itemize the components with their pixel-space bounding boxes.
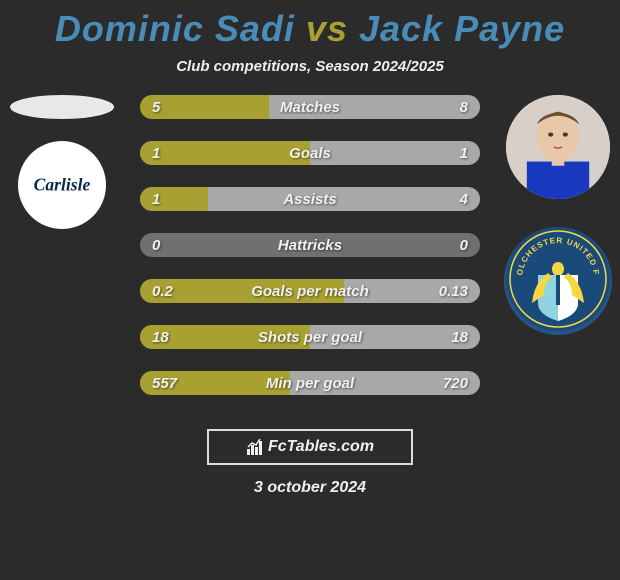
- bar-label: Shots per goal: [258, 329, 362, 346]
- bar-row: 0 Hattricks 0: [140, 233, 480, 257]
- bar-right-value: 18: [451, 329, 468, 346]
- footer-logo: FcTables.com: [207, 429, 413, 465]
- bar-label: Hattricks: [278, 237, 342, 254]
- subtitle: Club competitions, Season 2024/2025: [0, 58, 620, 75]
- bar-label: Goals per match: [251, 283, 369, 300]
- svg-text:Carlisle: Carlisle: [34, 174, 91, 194]
- bar-right-value: 0.13: [439, 283, 468, 300]
- bar-row: 0.2 Goals per match 0.13: [140, 279, 480, 303]
- comparison-bars: 5 Matches 8 1 Goals 1 1 Assists 4 0 Hattricks 0 0.2 G…: [140, 95, 480, 417]
- bar-label: Matches: [280, 99, 340, 116]
- bar-row: 5 Matches 8: [140, 95, 480, 119]
- bar-right-value: 1: [460, 145, 468, 162]
- left-column: Carlisle: [8, 95, 116, 229]
- footer-date: 3 october 2024: [0, 479, 620, 497]
- page-title: Dominic Sadi vs Jack Payne: [0, 0, 620, 50]
- bar-row: 1 Goals 1: [140, 141, 480, 165]
- comparison-area: Carlisle: [0, 95, 620, 415]
- bar-label: Goals: [289, 145, 331, 162]
- bar-right-value: 720: [443, 375, 468, 392]
- title-player1: Dominic Sadi: [55, 8, 295, 49]
- bar-right-value: 8: [460, 99, 468, 116]
- bar-left-value: 557: [152, 375, 177, 392]
- right-column: COLCHESTER UNITED FC: [504, 95, 612, 335]
- bar-row: 557 Min per goal 720: [140, 371, 480, 395]
- bar-left-value: 1: [152, 145, 160, 162]
- footer-logo-text: FcTables.com: [268, 438, 374, 456]
- bar-label: Min per goal: [266, 375, 354, 392]
- bar-left-value: 5: [152, 99, 160, 116]
- title-player2: Jack Payne: [359, 8, 565, 49]
- bar-left-value: 0.2: [152, 283, 173, 300]
- bar-right-value: 4: [460, 191, 468, 208]
- bar-left-value: 0: [152, 237, 160, 254]
- bar-label: Assists: [283, 191, 336, 208]
- carlisle-badge: Carlisle: [18, 141, 106, 229]
- title-vs: vs: [306, 8, 348, 49]
- bar-row: 18 Shots per goal 18: [140, 325, 480, 349]
- chart-icon: [246, 438, 264, 456]
- player2-avatar: [506, 95, 610, 199]
- bar-left-value: 18: [152, 329, 169, 346]
- player1-avatar: [10, 95, 114, 119]
- bar-right-value: 0: [460, 237, 468, 254]
- bar-left-value: 1: [152, 191, 160, 208]
- colchester-badge: COLCHESTER UNITED FC: [504, 227, 612, 335]
- bar-row: 1 Assists 4: [140, 187, 480, 211]
